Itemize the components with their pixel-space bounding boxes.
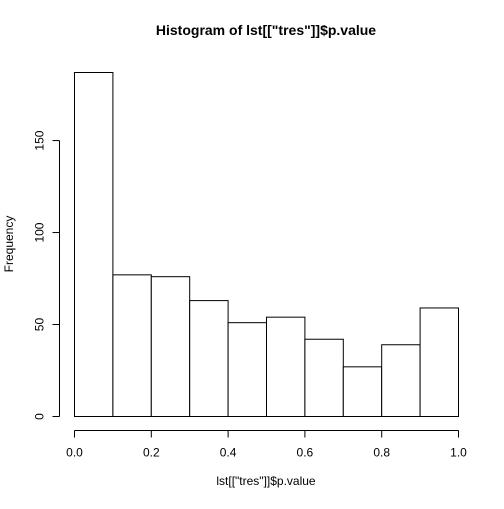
y-tick-label: 100 <box>33 222 47 242</box>
x-tick-label: 0.2 <box>143 446 160 460</box>
x-tick-label: 0.8 <box>373 446 390 460</box>
x-tick-label: 0.0 <box>66 446 83 460</box>
histogram-bar <box>74 72 114 417</box>
y-axis: 0 50 100 150 <box>33 130 60 420</box>
y-tick-label: 50 <box>33 318 47 332</box>
x-tick-label: 1.0 <box>450 446 467 460</box>
y-axis-label: Frequency <box>2 216 16 273</box>
histogram-bar <box>227 322 268 418</box>
histogram-bars <box>74 72 460 418</box>
histogram-bar <box>381 344 421 417</box>
y-tick-label: 150 <box>33 130 47 150</box>
y-tick-label: 0 <box>33 413 47 420</box>
histogram-bar <box>304 338 344 418</box>
histogram-bar <box>342 366 383 417</box>
x-tick-label: 0.6 <box>297 446 314 460</box>
histogram-bar <box>419 307 460 417</box>
x-axis-label: lst[["tres"]]$p.value <box>216 474 316 488</box>
x-axis: 0.0 0.2 0.4 0.6 0.8 1.0 <box>66 430 467 460</box>
histogram-bar <box>189 300 229 418</box>
chart-title: Histogram of lst[["tres"]]$p.value <box>156 22 376 38</box>
histogram-bar <box>150 276 191 417</box>
histogram-bar <box>266 316 306 418</box>
x-tick-label: 0.4 <box>220 446 237 460</box>
histogram-bar <box>112 274 152 417</box>
